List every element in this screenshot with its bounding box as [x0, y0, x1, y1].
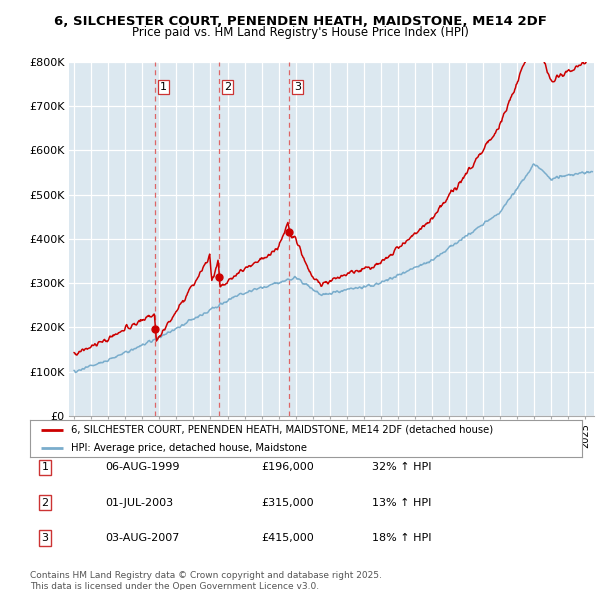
Text: 1: 1	[41, 463, 49, 472]
Text: Contains HM Land Registry data © Crown copyright and database right 2025.
This d: Contains HM Land Registry data © Crown c…	[30, 571, 382, 590]
Text: HPI: Average price, detached house, Maidstone: HPI: Average price, detached house, Maid…	[71, 442, 307, 453]
Text: 2: 2	[224, 82, 231, 91]
Text: £196,000: £196,000	[261, 463, 314, 472]
Text: £415,000: £415,000	[261, 533, 314, 543]
Text: 13% ↑ HPI: 13% ↑ HPI	[372, 498, 431, 507]
Text: 3: 3	[41, 533, 49, 543]
Text: 2: 2	[41, 498, 49, 507]
Text: 01-JUL-2003: 01-JUL-2003	[105, 498, 173, 507]
Text: 03-AUG-2007: 03-AUG-2007	[105, 533, 179, 543]
Text: Price paid vs. HM Land Registry's House Price Index (HPI): Price paid vs. HM Land Registry's House …	[131, 26, 469, 39]
Text: 3: 3	[294, 82, 301, 91]
Text: 6, SILCHESTER COURT, PENENDEN HEATH, MAIDSTONE, ME14 2DF: 6, SILCHESTER COURT, PENENDEN HEATH, MAI…	[53, 15, 547, 28]
Text: 1: 1	[160, 82, 167, 91]
Text: £315,000: £315,000	[261, 498, 314, 507]
Text: 06-AUG-1999: 06-AUG-1999	[105, 463, 179, 472]
Text: 18% ↑ HPI: 18% ↑ HPI	[372, 533, 431, 543]
Text: 6, SILCHESTER COURT, PENENDEN HEATH, MAIDSTONE, ME14 2DF (detached house): 6, SILCHESTER COURT, PENENDEN HEATH, MAI…	[71, 425, 494, 435]
Text: 32% ↑ HPI: 32% ↑ HPI	[372, 463, 431, 472]
